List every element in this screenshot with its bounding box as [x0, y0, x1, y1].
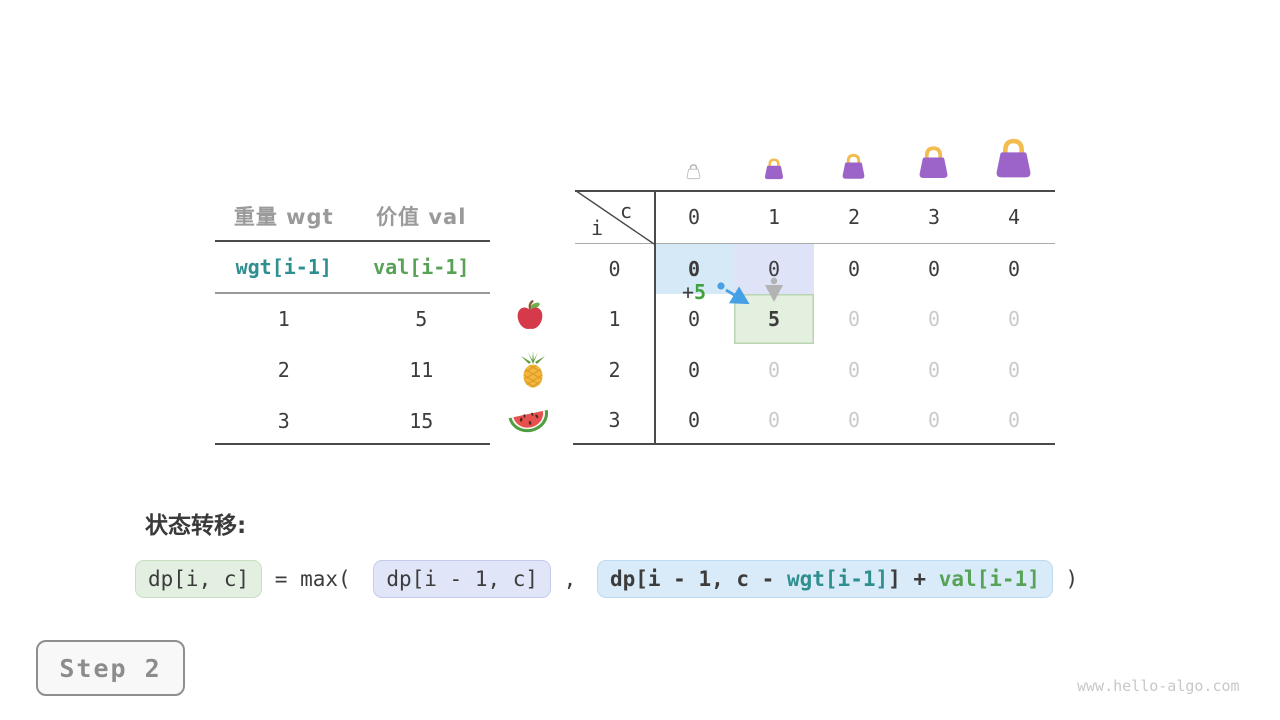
bag-size3-icon: [915, 144, 952, 185]
dp-cell-1-0: 0: [687, 307, 701, 331]
dp-table-top-border: [575, 190, 1055, 192]
dp-col-header-3: 3: [927, 205, 941, 229]
dp-col-header-4: 4: [1007, 205, 1021, 229]
dp-row-header-2: 2: [608, 357, 621, 382]
dp-cell-3-3: 0: [927, 408, 941, 432]
dp-cell-2-0: 0: [687, 357, 701, 382]
capacity-axis-label: c: [620, 199, 633, 223]
table-row: 1 5: [215, 293, 490, 344]
dp-cell-3-1: 0: [767, 408, 781, 432]
weight-column-header: 重量 wgt: [233, 204, 334, 229]
divider: [215, 240, 490, 242]
items-table: 重量 wgt 价值 val wgt[i-1] val[i-1] 1 5 2 11…: [215, 190, 490, 445]
dp-row-header-1: 1: [608, 307, 621, 331]
watermelon-icon: [505, 400, 553, 444]
dp-cell-2-1: 0: [767, 357, 781, 382]
val-term: val[i-1]: [938, 567, 1040, 591]
formula-arg-keep: dp[i - 1, c]: [373, 560, 552, 598]
item1-weight: 1: [277, 306, 290, 331]
dp-cell-1-3: 0: [927, 307, 941, 331]
val-var-label: val[i-1]: [373, 255, 470, 279]
dp-col-header-0: 0: [687, 205, 701, 229]
dp-table-header-divider: [575, 243, 1055, 244]
item1-value: 5: [415, 306, 428, 331]
bag-size1-icon: [762, 157, 786, 185]
bag-empty-icon: [685, 163, 702, 184]
dp-cell-0-3: 0: [927, 257, 941, 281]
state-transition-label: 状态转移:: [145, 513, 247, 539]
dp-table-vertical-divider: [654, 190, 656, 445]
divider: [215, 443, 490, 445]
formula-lhs: dp[i, c]: [135, 560, 263, 598]
dp-cell-0-4: 0: [1007, 257, 1021, 281]
dp-cell-2-4: 0: [1007, 357, 1021, 382]
item3-value: 15: [409, 408, 434, 433]
dp-col-header-2: 2: [847, 205, 861, 229]
dp-table: 0 1 2 3 4 0 0 0 0 0 0 1 0 5 0 0 0 2 0 0 …: [573, 190, 1055, 445]
corner-diagonal-line: [575, 190, 655, 245]
wgt-term: wgt[i-1]: [786, 567, 889, 591]
item2-value: 11: [409, 357, 434, 382]
dp-row-header-0: 0: [608, 257, 621, 281]
table-row: 3 15: [215, 395, 490, 446]
dp-cell-1-4: 0: [1007, 307, 1021, 331]
transition-formula: dp[i, c] = max( dp[i - 1, c] , dp[i - 1,…: [135, 560, 1078, 598]
table-row: 2 11: [215, 344, 490, 395]
dp-cell-2-2: 0: [847, 357, 861, 382]
items-table-var-row: wgt[i-1] val[i-1]: [215, 241, 490, 293]
dp-col-header-1: 1: [767, 205, 781, 229]
items-table-header: 重量 wgt 价值 val: [215, 190, 490, 241]
step-badge: Step 2: [36, 640, 185, 696]
item3-weight: 3: [277, 408, 290, 433]
dp-cell-0-1: 0: [734, 244, 814, 294]
dp-cell-1-1: 5: [734, 294, 814, 344]
wgt-var-label: wgt[i-1]: [235, 255, 332, 279]
item2-weight: 2: [277, 357, 290, 382]
bag-size4-icon: [991, 136, 1036, 185]
formula-eq-max: = max(: [262, 567, 364, 591]
divider: [215, 292, 490, 294]
formula-comma: ,: [551, 567, 589, 591]
bag-size2-icon: [839, 152, 868, 185]
apple-icon: [513, 299, 547, 337]
dp-row-header-3: 3: [608, 408, 621, 432]
dp-cell-3-0: 0: [687, 408, 701, 432]
dp-cell-3-2: 0: [847, 408, 861, 432]
dp-cell-2-3: 0: [927, 357, 941, 382]
formula-arg-take: dp[i - 1, c - wgt[i-1]] + val[i-1]: [596, 560, 1053, 598]
item-axis-label: i: [591, 216, 604, 240]
dp-table-bottom-border: [573, 443, 1055, 445]
dp-cell-1-2: 0: [847, 307, 861, 331]
pineapple-icon: [515, 350, 551, 394]
value-column-header: 价值 val: [376, 204, 467, 229]
watermark: www.hello-algo.com: [1077, 677, 1240, 695]
dp-cell-3-4: 0: [1007, 408, 1021, 432]
formula-close-paren: ): [1052, 567, 1079, 591]
plus-value-annotation: +5: [682, 280, 707, 304]
dp-cell-0-2: 0: [847, 257, 861, 281]
